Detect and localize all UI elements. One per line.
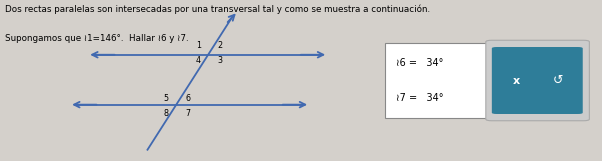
Text: Supongamos que ≀1=146°.  Hallar ≀6 y ≀7.: Supongamos que ≀1=146°. Hallar ≀6 y ≀7. [5, 34, 188, 43]
Text: x: x [513, 76, 520, 85]
FancyBboxPatch shape [486, 40, 589, 121]
FancyBboxPatch shape [492, 47, 541, 114]
Text: 5: 5 [164, 94, 169, 103]
Text: 4: 4 [196, 57, 201, 65]
Text: 6: 6 [185, 94, 190, 103]
Text: ↺: ↺ [553, 74, 563, 87]
Text: ≀7 =   34°: ≀7 = 34° [396, 93, 443, 103]
Text: 1: 1 [196, 41, 201, 50]
FancyBboxPatch shape [385, 43, 497, 118]
Text: Dos rectas paralelas son intersecadas por una transversal tal y como se muestra : Dos rectas paralelas son intersecadas po… [5, 5, 430, 14]
Text: ≀6 =   34°: ≀6 = 34° [396, 58, 443, 68]
Text: 2: 2 [218, 41, 223, 50]
Text: 3: 3 [218, 57, 223, 65]
Text: 7: 7 [185, 109, 190, 118]
Text: 8: 8 [164, 109, 169, 118]
FancyBboxPatch shape [534, 47, 583, 114]
